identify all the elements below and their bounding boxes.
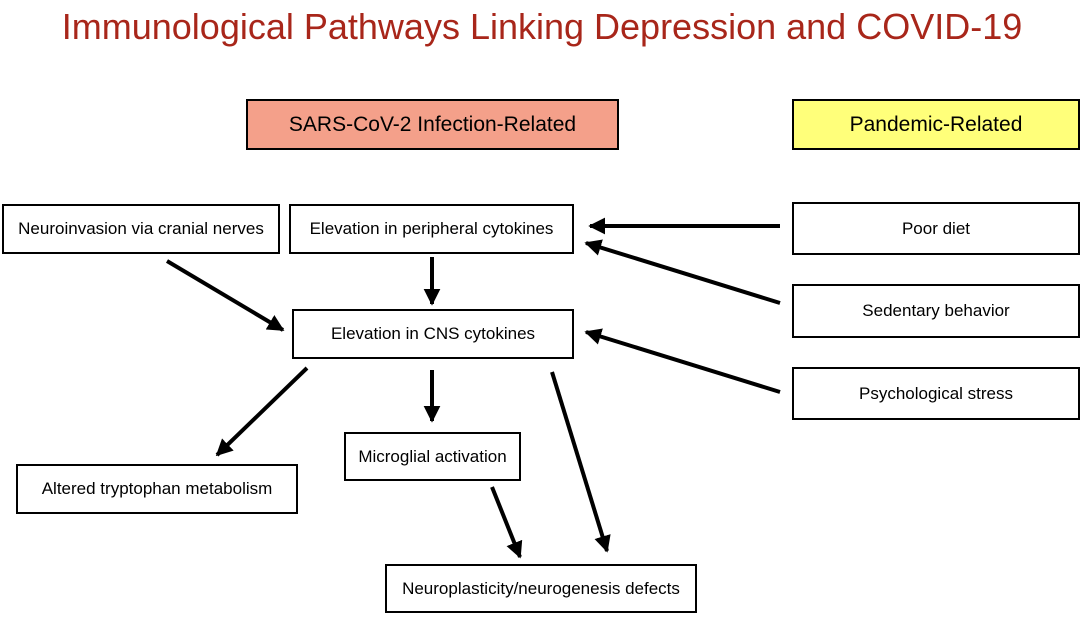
- arrow-neuroinvasion-to-cns: [167, 261, 283, 330]
- arrow-stress-to-cns: [586, 332, 780, 392]
- arrow-sedentary-to-peripheral: [586, 243, 780, 303]
- arrow-cns-to-neuroplasticity: [552, 372, 607, 551]
- arrow-microglial-to-neuroplasticity: [492, 487, 520, 557]
- arrow-cns-to-tryptophan: [217, 368, 307, 455]
